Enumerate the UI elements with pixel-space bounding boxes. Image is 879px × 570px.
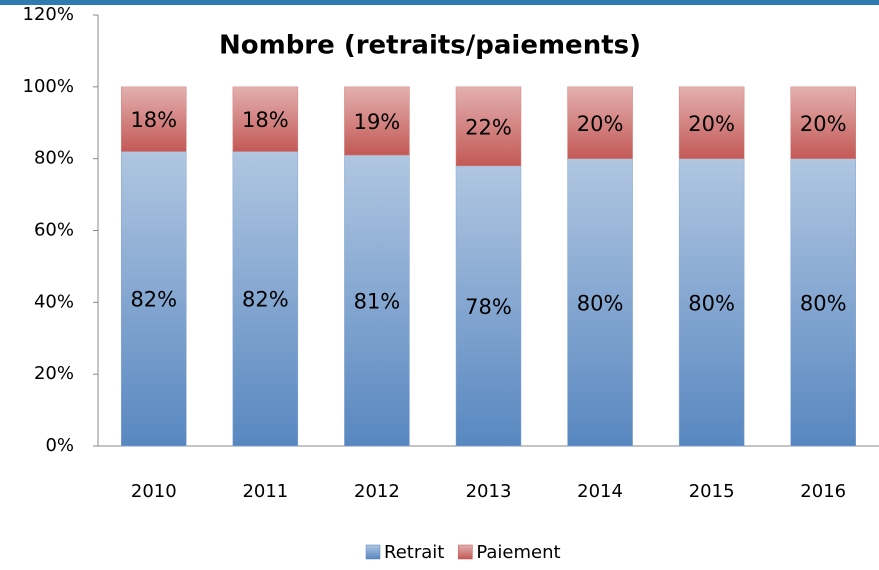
x-tick-label: 2010 bbox=[131, 481, 177, 502]
data-label: 80% bbox=[800, 291, 847, 315]
y-tick-label: 100% bbox=[23, 76, 74, 97]
legend-swatch bbox=[365, 544, 381, 560]
data-label: 18% bbox=[130, 108, 177, 132]
data-label: 19% bbox=[354, 110, 401, 134]
x-tick-label: 2013 bbox=[466, 481, 512, 502]
y-tick-label: 40% bbox=[34, 291, 74, 312]
y-tick-label: 80% bbox=[34, 148, 74, 169]
bar-segment bbox=[121, 151, 187, 447]
top-border bbox=[0, 0, 879, 5]
x-tick-label: 2012 bbox=[354, 481, 400, 502]
data-label: 78% bbox=[465, 295, 512, 319]
data-label: 80% bbox=[577, 291, 624, 315]
y-tick-label: 20% bbox=[34, 363, 74, 384]
data-label: 18% bbox=[242, 108, 289, 132]
data-label: 20% bbox=[800, 112, 847, 136]
data-label: 20% bbox=[577, 112, 624, 136]
bar-segment bbox=[344, 86, 410, 156]
y-tick-label: 120% bbox=[23, 4, 74, 25]
bar-segment bbox=[678, 86, 745, 159]
x-tick-label: 2014 bbox=[577, 481, 623, 502]
x-tick-label: 2016 bbox=[800, 481, 846, 502]
y-tick-label: 60% bbox=[34, 220, 74, 241]
chart-title: Nombre (retraits/paiements) bbox=[219, 31, 641, 61]
bar-segment bbox=[678, 158, 745, 447]
bar-segment bbox=[232, 151, 299, 447]
bar-segment bbox=[344, 154, 410, 447]
bar-segment bbox=[790, 158, 856, 447]
bar-segment bbox=[567, 158, 633, 447]
x-tick-label: 2015 bbox=[689, 481, 735, 502]
data-label: 20% bbox=[688, 112, 735, 136]
data-label: 82% bbox=[242, 288, 289, 312]
bar-segment bbox=[567, 86, 633, 159]
data-label: 82% bbox=[130, 288, 177, 312]
x-tick-label: 2011 bbox=[242, 481, 288, 502]
legend-label: Paiement bbox=[476, 542, 560, 563]
legend-label: Retrait bbox=[384, 542, 444, 563]
bar-segment bbox=[121, 86, 187, 152]
legend-swatch bbox=[458, 544, 473, 560]
bar-segment bbox=[232, 86, 299, 152]
bar-segment bbox=[455, 86, 522, 167]
data-label: 81% bbox=[354, 290, 401, 314]
data-label: 22% bbox=[465, 115, 512, 139]
data-label: 80% bbox=[688, 291, 735, 315]
bar-segment bbox=[790, 86, 856, 159]
y-tick-label: 0% bbox=[45, 435, 74, 456]
